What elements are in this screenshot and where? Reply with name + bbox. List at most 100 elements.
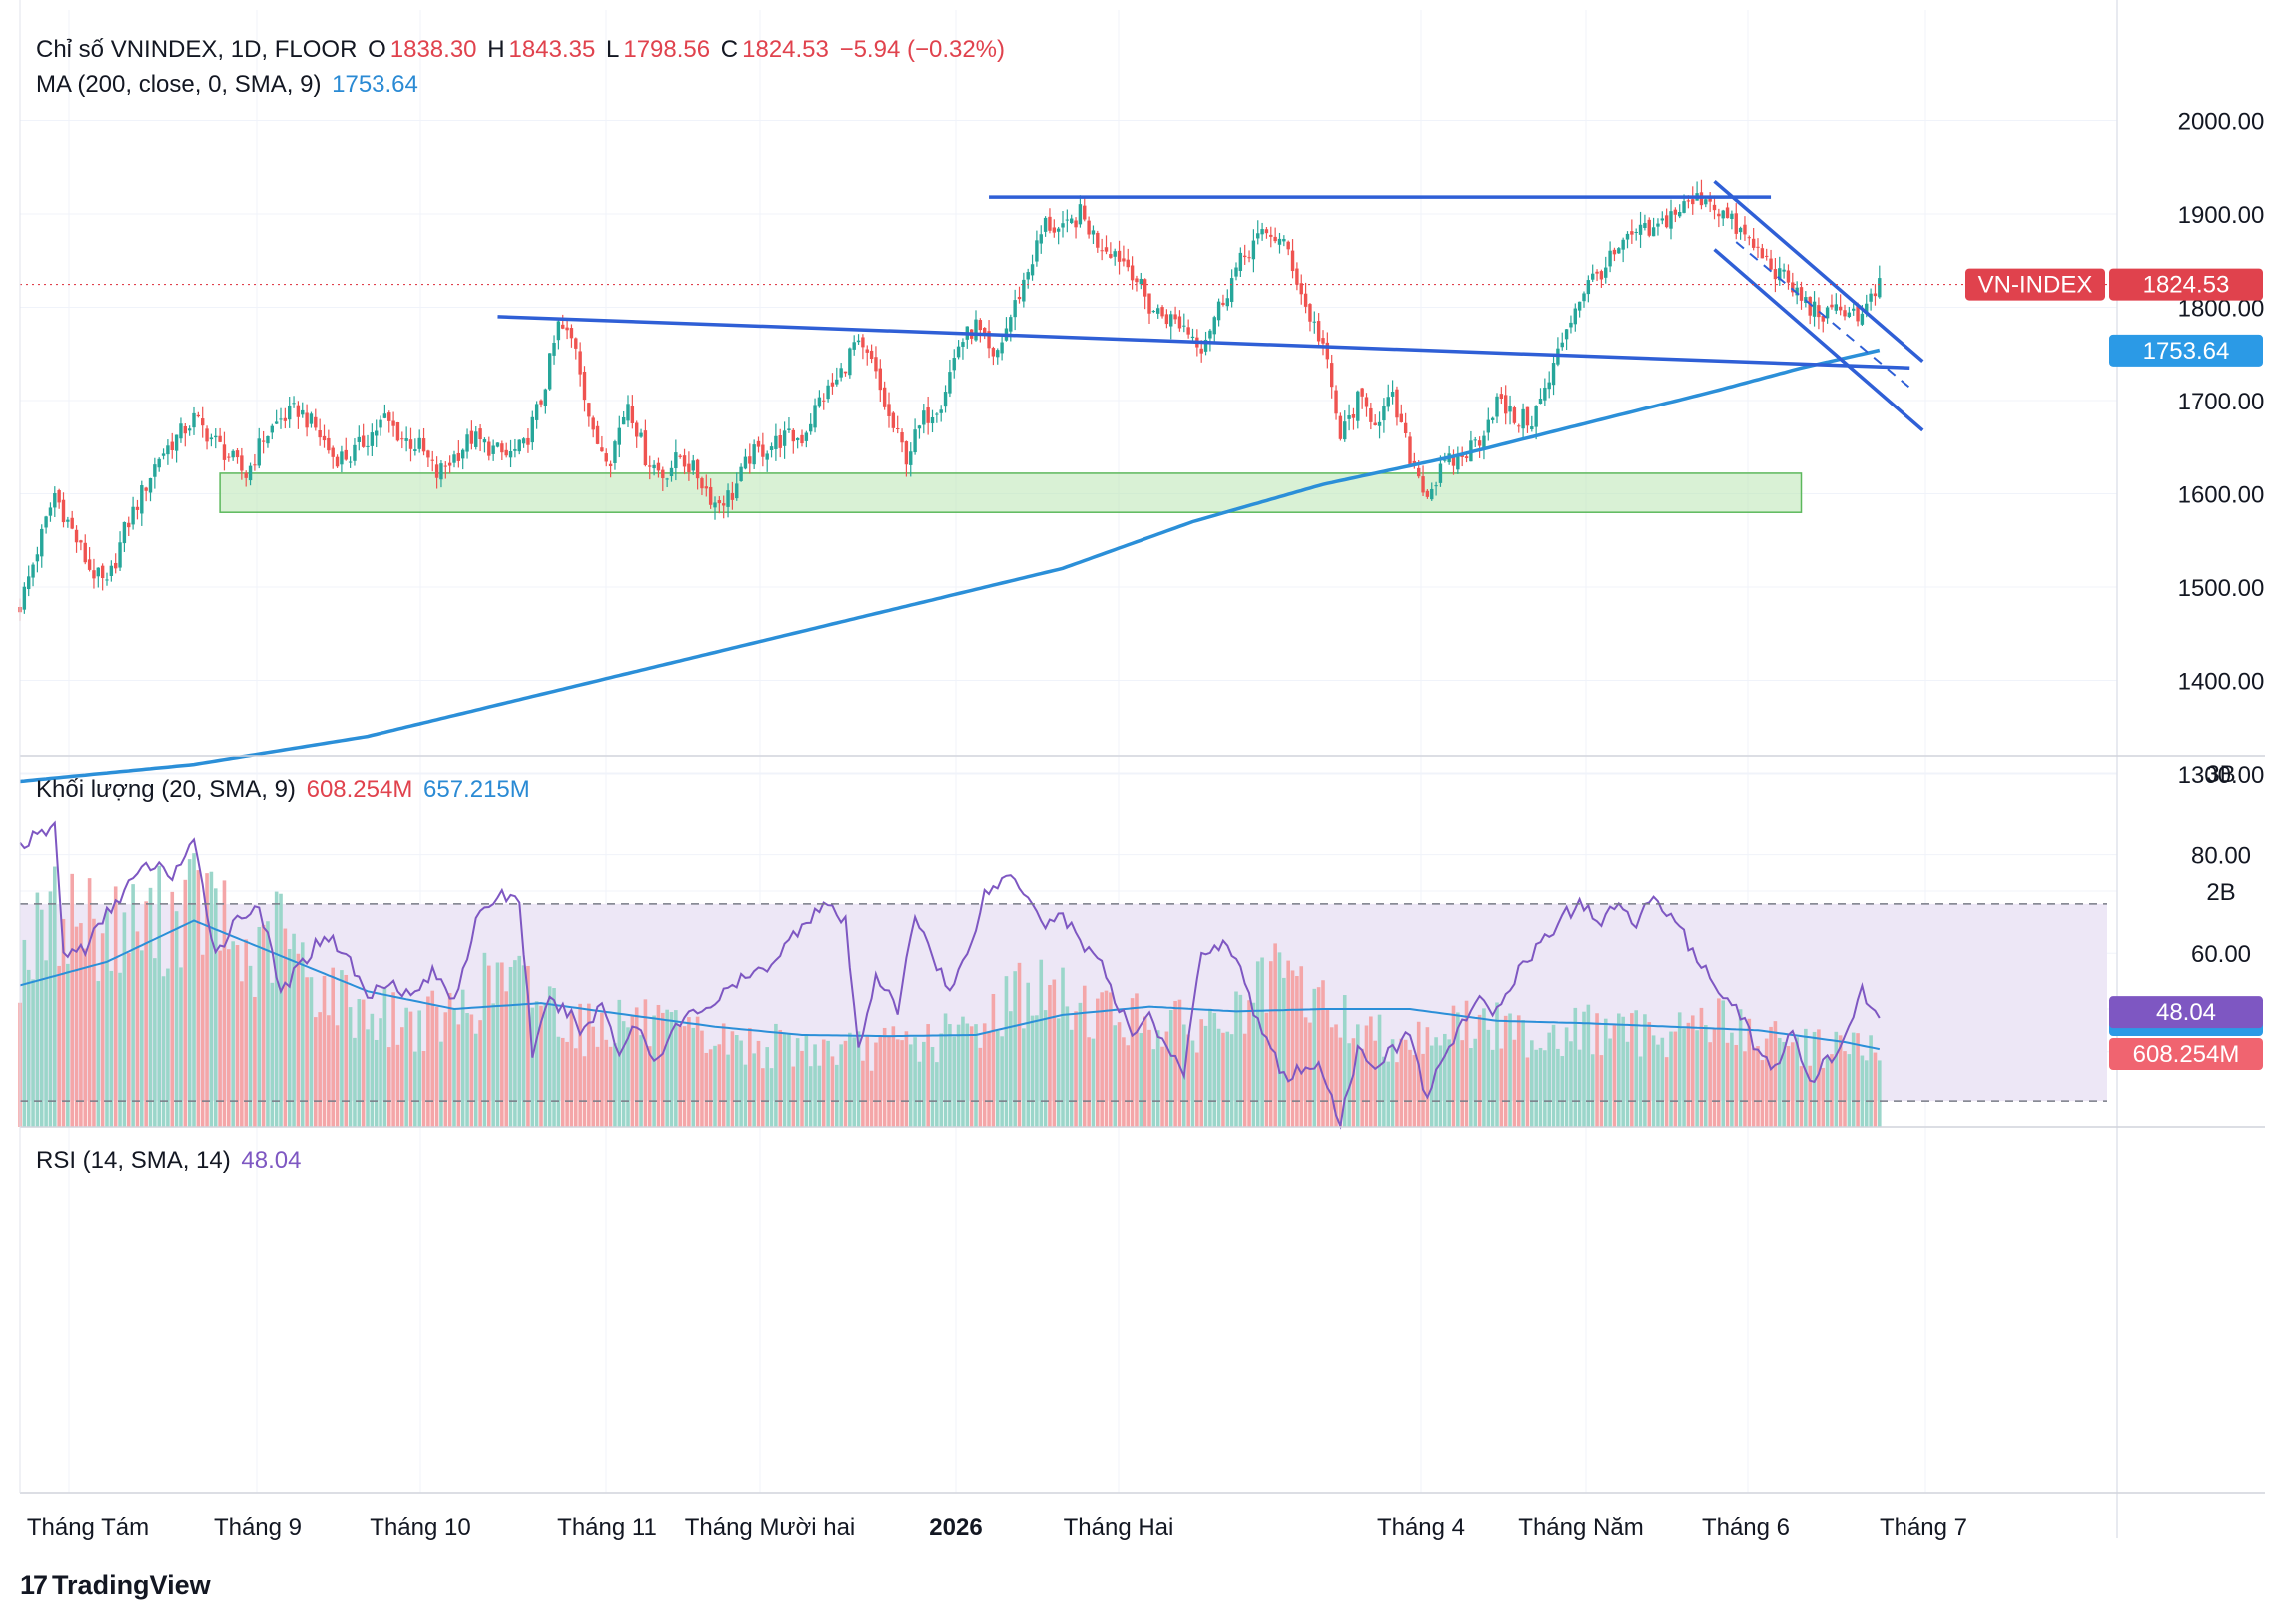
high-label: H	[487, 36, 505, 63]
volume-bar	[391, 992, 395, 1127]
volume-bar	[413, 1051, 417, 1127]
volume-bar	[1708, 1042, 1712, 1127]
candle-body	[1534, 406, 1538, 427]
volume-bar	[35, 892, 40, 1127]
volume-bar	[1221, 1032, 1225, 1127]
candle-body	[1177, 316, 1182, 329]
candle-body	[943, 392, 948, 407]
volume-bar	[1052, 979, 1057, 1127]
candle-body	[157, 458, 161, 468]
volume-bar	[1521, 1020, 1525, 1127]
candle-body	[630, 406, 635, 423]
candle-body	[1738, 227, 1743, 233]
candle-body	[400, 438, 404, 440]
volume-bar	[1190, 1040, 1195, 1127]
candle-body	[1512, 407, 1517, 423]
y-tick-label: 1400.00	[2178, 669, 2265, 696]
volume-bar	[539, 1005, 543, 1127]
candle-body	[140, 485, 144, 514]
volume-bar	[1373, 1040, 1377, 1127]
candle-body	[1873, 293, 1878, 297]
candle-body	[1421, 476, 1425, 493]
candle-body	[1061, 223, 1065, 228]
candle-body	[1151, 311, 1156, 313]
volume-bar	[344, 974, 349, 1127]
candle-body	[708, 486, 713, 505]
volume-bar	[1216, 1028, 1221, 1127]
candle-body	[726, 490, 730, 507]
candle-body	[574, 338, 578, 349]
candle-body	[787, 428, 791, 430]
candle-body	[1791, 282, 1795, 293]
x-tick-label: Tháng 10	[370, 1514, 470, 1541]
open-label: O	[368, 36, 386, 63]
volume-bar	[1195, 1052, 1199, 1127]
candle-body	[279, 418, 283, 420]
candle-body	[1795, 287, 1799, 296]
volume-bar	[1229, 1034, 1234, 1127]
candle-body	[1551, 363, 1556, 386]
volume-bar	[1277, 952, 1282, 1127]
trendline-descending-resistance	[497, 315, 1910, 371]
candle-body	[1669, 211, 1673, 229]
candle-body	[375, 430, 379, 436]
volume-bar	[874, 1042, 878, 1127]
candle-body	[1035, 240, 1039, 262]
volume-bar	[1534, 1049, 1538, 1127]
volume-bar	[865, 1035, 870, 1127]
volume-bar	[743, 1064, 748, 1127]
volume-bar	[1760, 1060, 1765, 1127]
volume-bar	[1686, 1022, 1691, 1127]
candle-body	[1147, 293, 1151, 314]
volume-bar	[1004, 976, 1009, 1127]
volume-bar	[765, 1047, 769, 1127]
candle-body	[417, 437, 421, 449]
volume-bar	[1164, 1031, 1169, 1127]
rsi-label: RSI (14, SMA, 14)	[36, 1147, 231, 1174]
volume-bar	[1251, 1002, 1256, 1127]
candle-body	[534, 404, 539, 420]
candle-body	[1608, 250, 1612, 267]
candle-body	[652, 464, 656, 469]
volume-bar	[1208, 1008, 1212, 1127]
volume-bar	[630, 1015, 635, 1127]
candle-body	[1238, 252, 1243, 271]
volume-bar	[943, 1013, 948, 1127]
volume-bar	[613, 1043, 617, 1127]
volume-bar	[1638, 1056, 1643, 1127]
volume-bar	[908, 1044, 913, 1127]
tradingview-logo[interactable]: 17 TradingView	[20, 1570, 211, 1601]
candle-body	[1078, 204, 1083, 225]
volume-bar	[1264, 1012, 1269, 1127]
volume-bar	[1065, 1006, 1070, 1127]
candle-body	[752, 444, 756, 465]
candle-body	[856, 340, 861, 343]
volume-bar	[1026, 982, 1030, 1127]
candle-body	[70, 517, 74, 529]
volume-bar	[1299, 966, 1304, 1127]
axes: 1300.001400.001500.001600.001700.001800.…	[19, 0, 2265, 1538]
volume-bar	[296, 953, 301, 1127]
volume-bar	[556, 1036, 561, 1127]
y-tick-label: 60.00	[2191, 941, 2251, 968]
support-zone	[219, 472, 1803, 513]
candle-body	[743, 456, 748, 469]
x-axis-ticks: Tháng Tám Tháng 9 Tháng 10 Tháng 11 Tháng Mư…	[27, 1514, 1967, 1541]
candle-body	[922, 410, 926, 425]
volume-bar	[778, 1029, 783, 1127]
volume-bar	[1078, 1002, 1083, 1127]
candle-body	[196, 414, 201, 417]
volume-bar	[795, 1038, 800, 1127]
price-candles	[18, 179, 1882, 621]
volume-bar	[521, 965, 526, 1127]
candle-body	[122, 521, 127, 544]
volume-bar	[1477, 1014, 1482, 1127]
volume-bar	[1321, 980, 1325, 1127]
volume-bar	[682, 1026, 687, 1127]
candle-body	[1586, 280, 1591, 295]
candle-body	[404, 438, 408, 441]
candle-body	[1525, 406, 1530, 426]
volume-bar	[1469, 1048, 1473, 1127]
candle-body	[1508, 406, 1512, 412]
